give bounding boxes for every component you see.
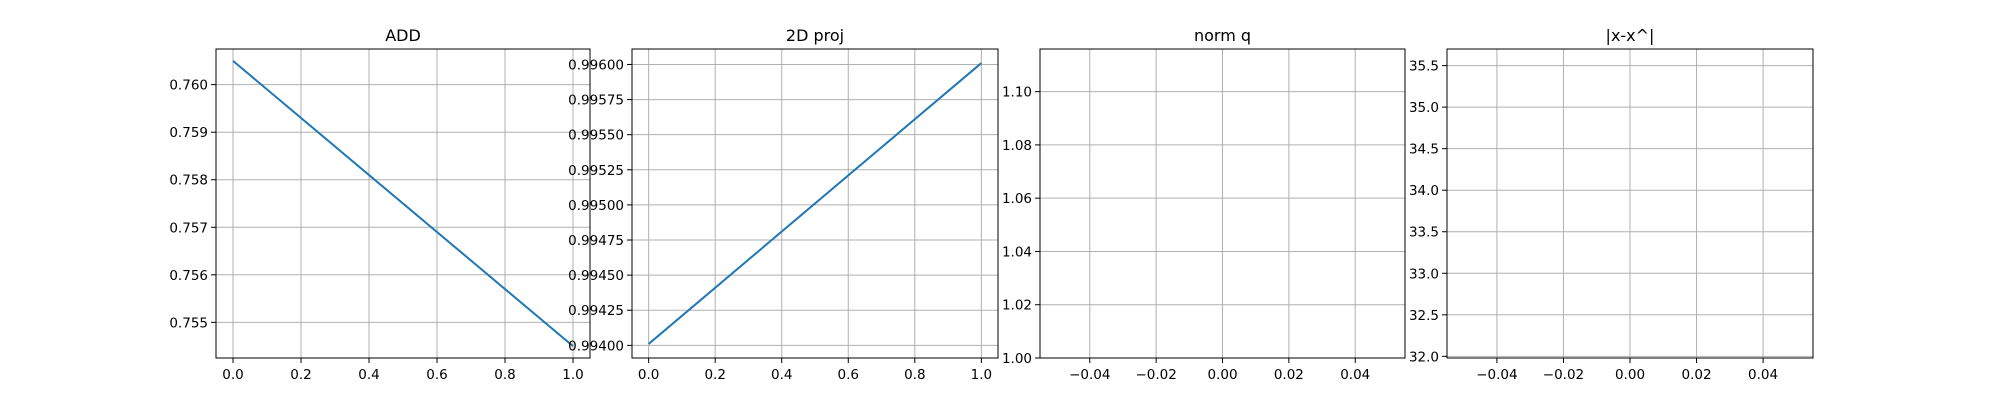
y-tick-label: 35.0 [1409,100,1439,116]
y-tick-label: 0.99575 [568,93,624,109]
x-tick-label: 0.2 [290,367,311,383]
x-tick-label: −0.02 [1135,367,1176,383]
x-tick-label: 0.04 [1340,367,1370,383]
x-tick-label: 0.0 [638,367,659,383]
y-tick-label: 0.758 [169,173,208,189]
y-tick-label: 0.99600 [568,57,624,73]
y-tick-label: 0.757 [169,220,208,236]
x-tick-label: 0.4 [358,367,379,383]
subplot-norm-q: −0.04 −0.02 0.00 0.02 0.04 1.00 1.02 1.04 1.06 1.… [1002,26,1406,383]
x-tick-label: 1.0 [562,367,583,383]
y-tick-label: 0.760 [169,78,208,94]
y-tick-label: 32.0 [1409,349,1439,365]
x-tick-label: 0.00 [1615,367,1645,383]
x-tick-label: 0.8 [904,367,925,383]
axes-frame [631,48,999,359]
x-tick-label: 0.8 [494,367,515,383]
y-tick-label: 1.00 [1002,351,1032,367]
x-tick-label: 0.2 [704,367,725,383]
subplot-title: ADD [385,26,421,45]
y-tick-label: 0.99400 [568,338,624,354]
series-line [232,60,574,347]
x-tick-label: 0.6 [426,367,447,383]
y-tick-label: 0.756 [169,268,208,284]
y-tick-label: 1.02 [1002,298,1032,314]
x-tick-label: 1.0 [971,367,992,383]
y-tick-label: 1.10 [1002,85,1032,101]
y-tick-label: 1.04 [1002,244,1032,260]
y-tick-label: 0.755 [169,315,208,331]
y-tick-label: 1.06 [1002,191,1032,207]
subplot-title: |x-x^| [1606,26,1655,45]
subplot-add: 0.0 0.2 0.4 0.6 0.8 1.0 0.755 0.756 0.757 0.758 0.… [169,26,591,383]
y-tick-label: 0.99525 [568,163,624,179]
x-tick-label: 0.02 [1274,367,1304,383]
y-tick-label: 33.5 [1409,225,1439,241]
y-tick-label: 0.99450 [568,268,624,284]
axes-frame [215,48,591,359]
y-tick-label: 34.0 [1409,183,1439,199]
y-tick-label: 34.5 [1409,142,1439,158]
y-tick-label: 1.08 [1002,138,1032,154]
series-line [647,62,983,345]
x-tick-label: 0.02 [1682,367,1712,383]
x-tick-label: 0.6 [838,367,859,383]
x-tick-label: 0.04 [1748,367,1778,383]
subplot-title: norm q [1194,26,1251,45]
y-tick-label: 33.0 [1409,266,1439,282]
x-tick-label: −0.04 [1476,367,1517,383]
subplot-2d-proj: 0.0 0.2 0.4 0.6 0.8 1.0 0.99400 0.99425 0.99450 0… [568,26,999,383]
x-tick-label: −0.02 [1543,367,1584,383]
x-tick-label: −0.04 [1069,367,1110,383]
y-tick-label: 0.99425 [568,303,624,319]
x-tick-label: 0.00 [1207,367,1237,383]
x-tick-label: 0.4 [771,367,792,383]
x-tick-label: 0.0 [222,367,243,383]
y-tick-label: 32.5 [1409,308,1439,324]
y-tick-label: 0.99500 [568,198,624,214]
y-tick-label: 0.99550 [568,128,624,144]
y-tick-label: 35.5 [1409,59,1439,75]
y-tick-label: 0.99475 [568,233,624,249]
subplot-title: 2D proj [786,26,844,45]
y-tick-label: 0.759 [169,125,208,141]
subplot-abs-error: −0.04 −0.02 0.00 0.02 0.04 32.0 32.5 33.0 33.5 34… [1409,26,1814,383]
